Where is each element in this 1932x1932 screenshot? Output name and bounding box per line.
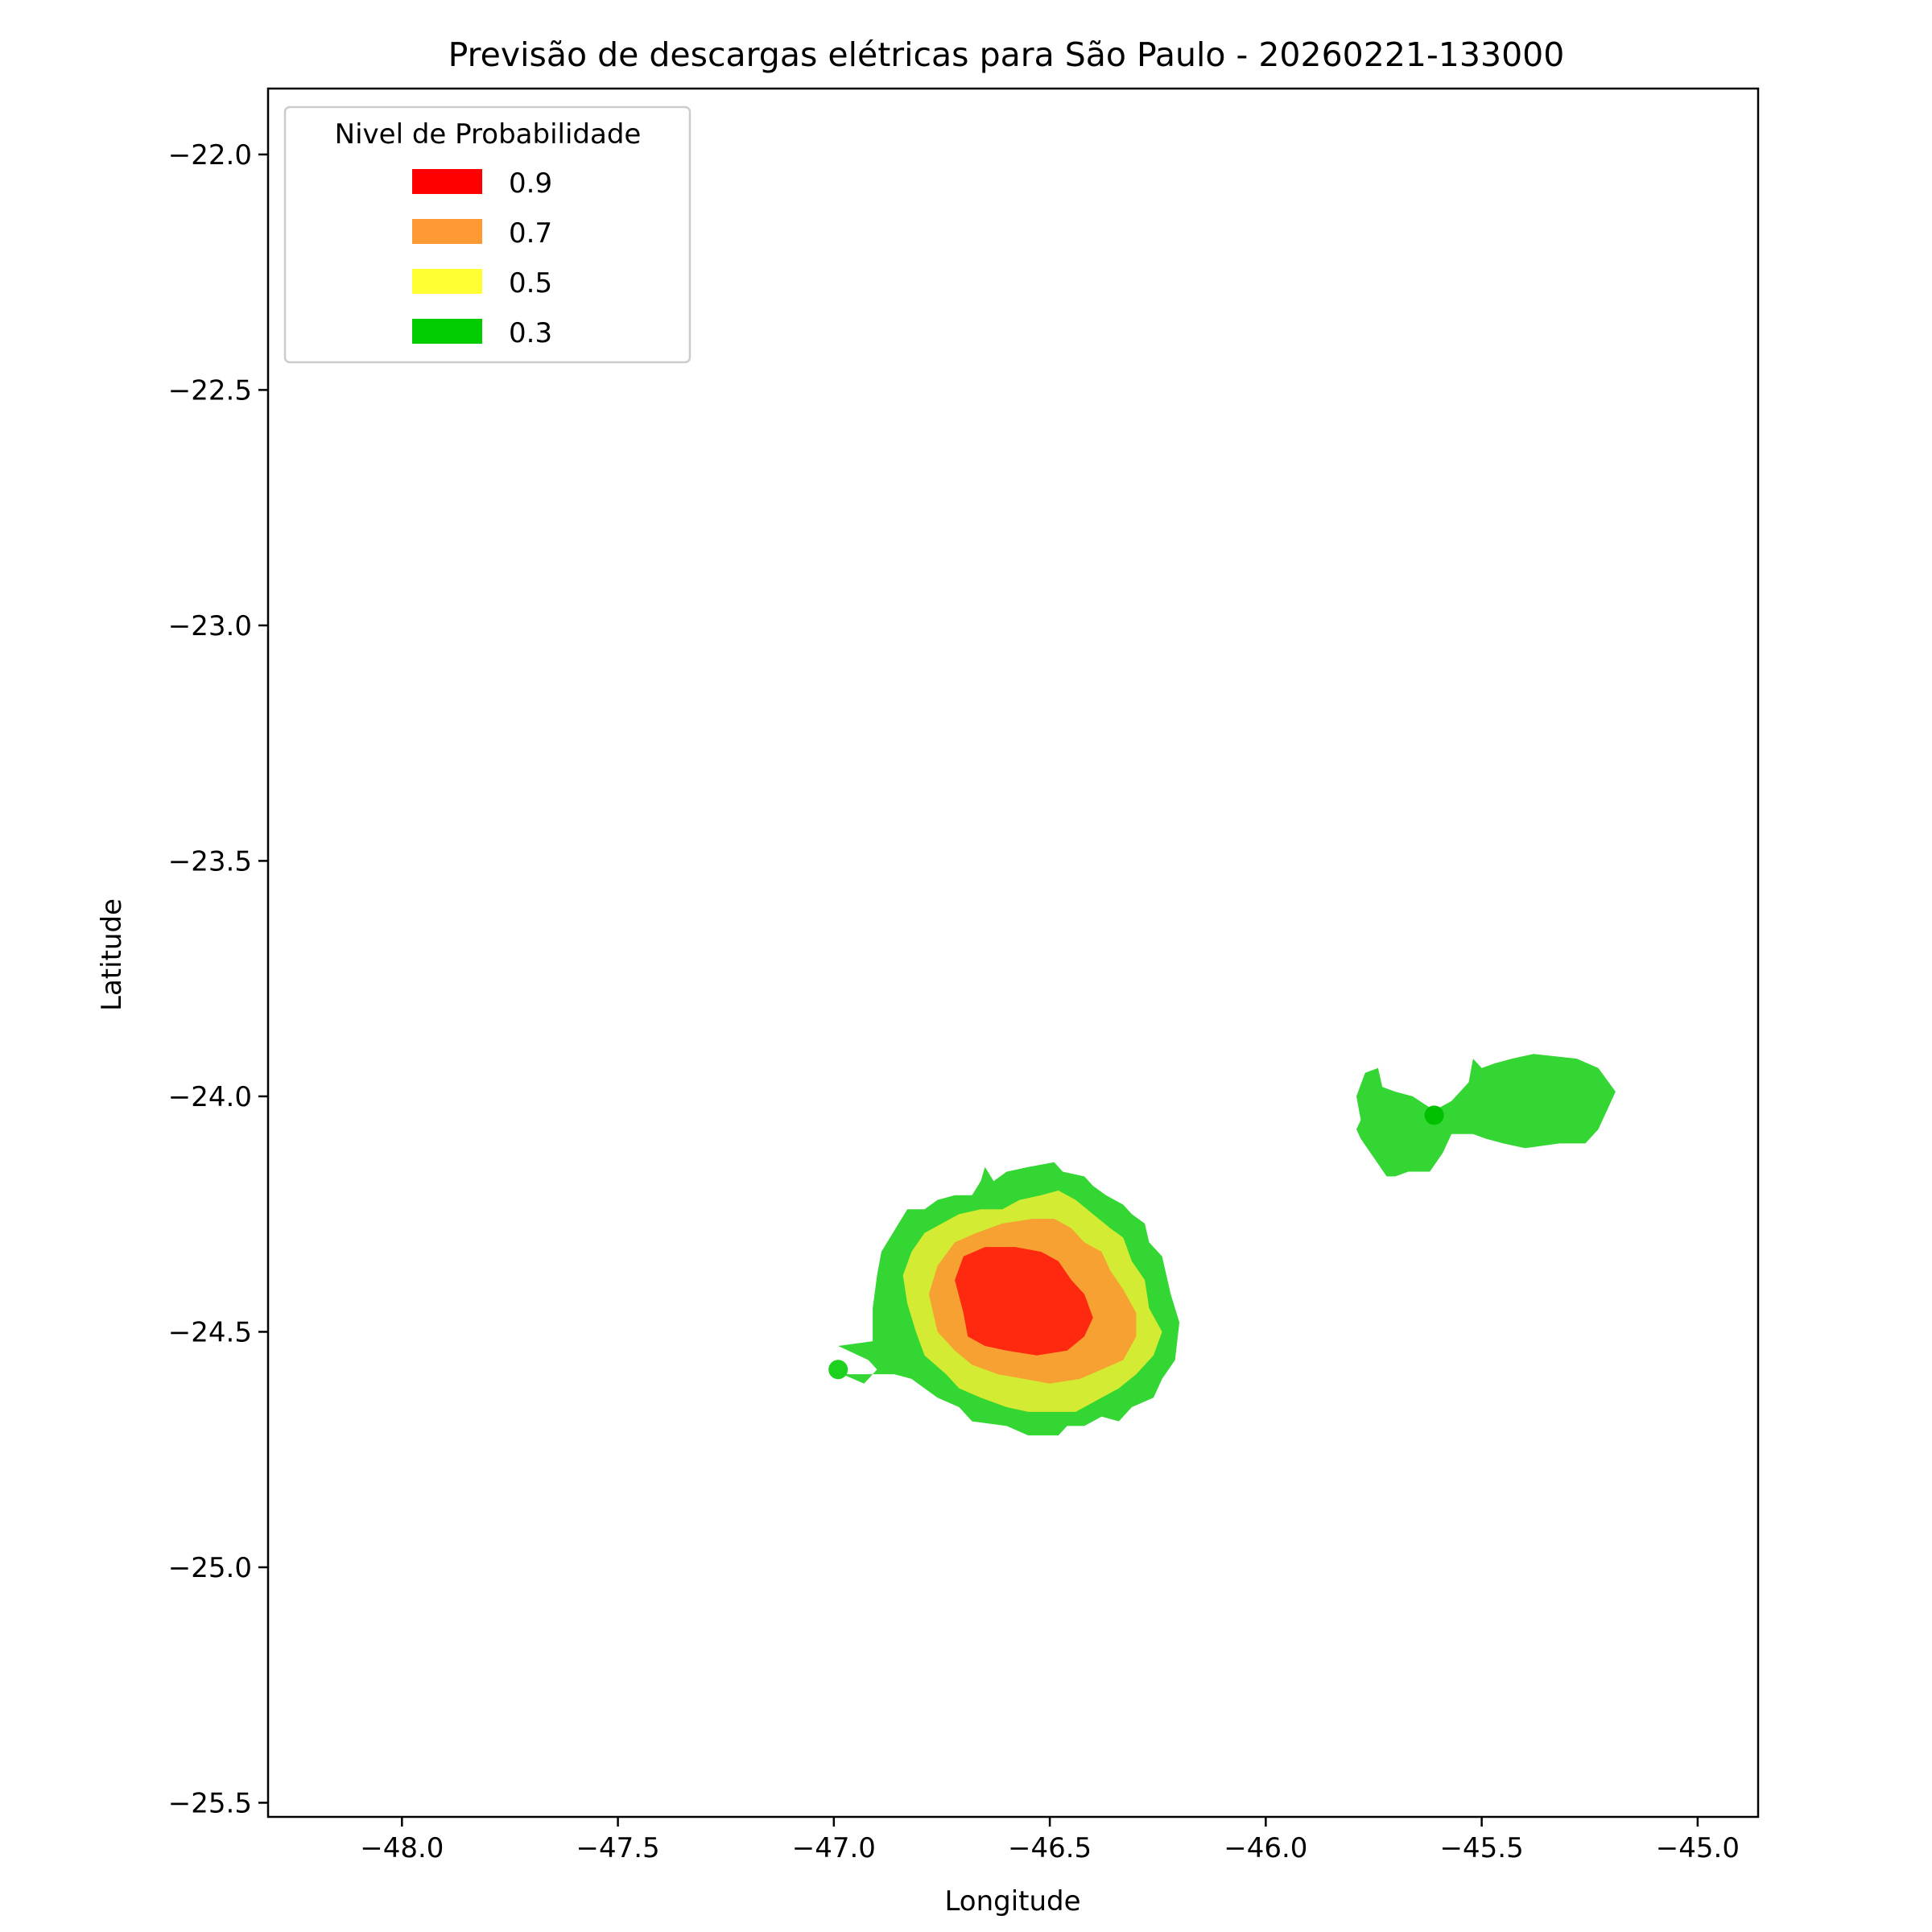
legend-swatch-1: [412, 219, 482, 244]
legend: Nivel de Probabilidade 0.9 0.7 0.5 0.3: [283, 105, 691, 364]
y-axis: −22.0 −22.5 −23.0 −23.5 −24.0 −24.5 −25.0 −25.5: [168, 139, 268, 1819]
y-tick-label-4: −24.0: [168, 1081, 252, 1113]
contour-region-03-1: [1356, 1054, 1616, 1177]
legend-title: Nivel de Probabilidade: [335, 118, 642, 151]
x-tick-label-2: −47.0: [792, 1832, 876, 1864]
x-axis-label: Longitude: [944, 1885, 1080, 1918]
point-marker-1: [1424, 1105, 1444, 1125]
x-tick-label-4: −46.0: [1224, 1832, 1307, 1864]
y-axis-label: Latitude: [96, 898, 128, 1011]
legend-label-3: 0.3: [509, 317, 552, 349]
y-tick-label-1: −22.5: [168, 374, 252, 407]
legend-swatch-2: [412, 269, 482, 294]
y-tick-label-6: −25.0: [168, 1552, 252, 1584]
legend-label-1: 0.7: [509, 217, 552, 250]
x-tick-label-3: −46.5: [1008, 1832, 1092, 1864]
plot-area: [266, 87, 1760, 1818]
x-tick-label-6: −45.0: [1656, 1832, 1740, 1864]
y-tick-label-7: −25.5: [168, 1787, 252, 1819]
plot-frame: [266, 87, 1760, 1818]
x-axis: −48.0 −47.5 −47.0 −46.5 −46.0 −45.5 −45.0: [360, 1817, 1740, 1864]
y-tick-label-5: −24.5: [168, 1316, 252, 1348]
legend-entries: 0.9 0.7 0.5 0.3: [412, 167, 552, 349]
legend-swatch-0: [412, 169, 482, 194]
x-tick-label-1: −47.5: [576, 1832, 659, 1864]
y-tick-label-0: −22.0: [168, 139, 252, 171]
plot-background: [268, 89, 1758, 1817]
legend-swatch-3: [412, 319, 482, 344]
legend-box: [283, 105, 691, 364]
contour-region-09-4: [955, 1247, 1093, 1356]
point-marker-0: [828, 1360, 848, 1380]
point-markers: [828, 1105, 1444, 1380]
y-tick-label-2: −23.0: [168, 610, 252, 642]
chart-title: Previsão de descargas elétricas para São…: [448, 35, 1565, 74]
legend-label-2: 0.5: [509, 267, 552, 299]
x-tick-label-5: −45.5: [1440, 1832, 1524, 1864]
y-tick-label-3: −23.5: [168, 845, 252, 877]
legend-label-0: 0.9: [509, 167, 552, 200]
x-tick-label-0: −48.0: [360, 1832, 444, 1864]
contour-regions: [838, 1054, 1616, 1436]
